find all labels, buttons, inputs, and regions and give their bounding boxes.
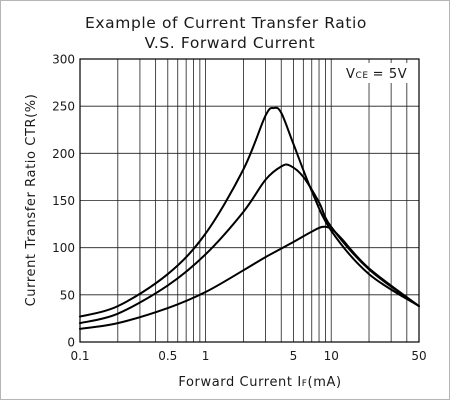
annotation-background	[342, 63, 416, 83]
y-tick-label: 50	[60, 288, 75, 302]
x-axis-label-text: Forward Current I	[178, 375, 301, 390]
x-tick-label: 0.1	[70, 349, 89, 363]
x-axis-label-subscript: F	[302, 379, 308, 389]
vce-annotation: VCE = 5V	[346, 67, 407, 82]
y-tick-label: 250	[52, 100, 75, 114]
y-tick-label: 0	[67, 336, 75, 350]
x-axis-label-unit: (mA)	[308, 375, 342, 390]
x-axis-label: Forward Current IF(mA)	[178, 375, 341, 390]
tick-labels: 0 50 100 150 200 250 300 0.1 0.5 1 5 10 50	[52, 53, 427, 364]
x-tick-label: 5	[290, 349, 298, 363]
vce-symbol: V	[346, 67, 356, 82]
y-tick-label: 100	[52, 241, 75, 255]
ctr-curve-3	[79, 225, 420, 330]
x-tick-label: 10	[324, 349, 339, 363]
chart-subtitle: V.S. Forward Current	[145, 34, 316, 52]
x-tick-label: 50	[411, 349, 426, 363]
vce-subscript: CE	[356, 71, 369, 81]
chart-title: Example of Current Transfer Ratio	[85, 14, 367, 32]
curves	[79, 106, 420, 330]
ctr-curve-1	[79, 106, 420, 318]
y-tick-label: 300	[52, 53, 75, 67]
x-tick-label: 1	[202, 349, 210, 363]
ctr-curve-2	[79, 163, 420, 325]
y-axis-label: Current Transfer Ratio CTR(%)	[24, 94, 39, 307]
plot-area-border	[79, 58, 420, 343]
y-tick-label: 150	[52, 194, 75, 208]
vce-value: = 5V	[373, 67, 408, 82]
x-tick-label: 0.5	[158, 349, 177, 363]
y-tick-label: 200	[52, 147, 75, 161]
